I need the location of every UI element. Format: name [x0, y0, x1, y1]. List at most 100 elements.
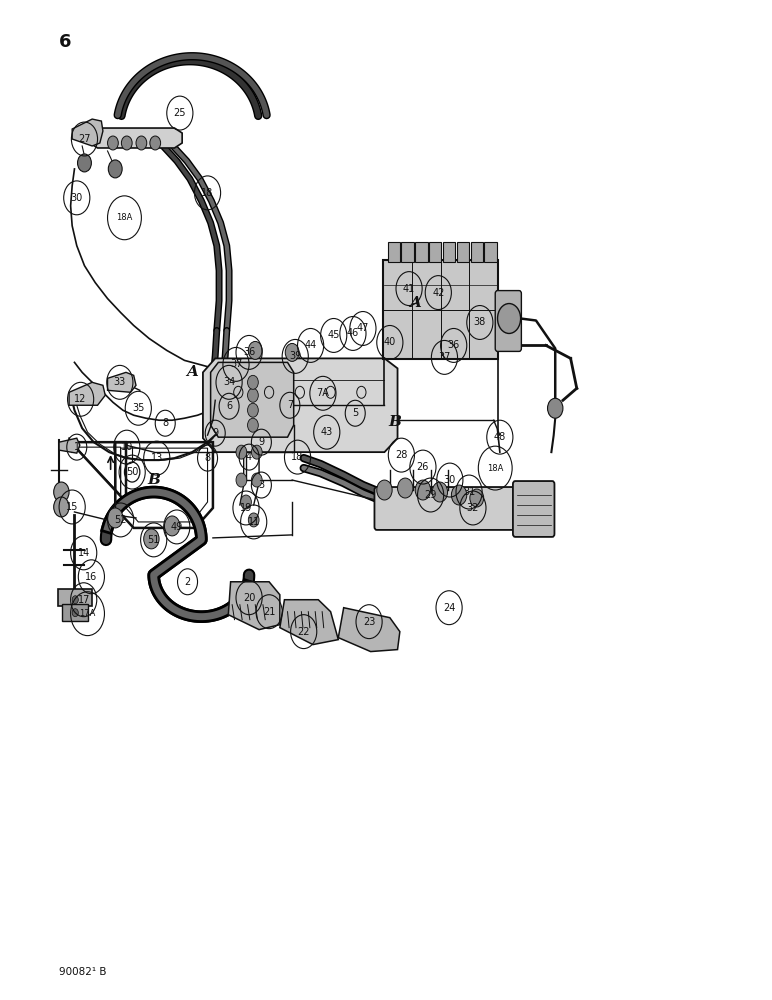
Circle shape: [470, 489, 484, 507]
Text: 33: 33: [113, 377, 126, 387]
Text: 6: 6: [59, 33, 72, 51]
Text: 38: 38: [474, 317, 486, 327]
Text: 31: 31: [463, 487, 476, 497]
Text: 2: 2: [185, 577, 191, 587]
Polygon shape: [203, 358, 398, 452]
Polygon shape: [229, 582, 279, 630]
Text: 37: 37: [230, 359, 242, 369]
Text: 37: 37: [438, 352, 451, 362]
Text: 26: 26: [417, 462, 429, 472]
Polygon shape: [59, 438, 80, 453]
Text: 15: 15: [66, 502, 78, 512]
Polygon shape: [338, 608, 400, 652]
Text: 90082¹ B: 90082¹ B: [59, 967, 107, 977]
Circle shape: [108, 160, 122, 178]
Circle shape: [121, 136, 132, 150]
FancyBboxPatch shape: [383, 260, 498, 359]
Text: 49: 49: [171, 522, 183, 532]
Text: 1: 1: [73, 442, 80, 452]
Text: 12: 12: [74, 394, 86, 404]
FancyBboxPatch shape: [443, 242, 455, 262]
Text: 17: 17: [77, 595, 90, 605]
Text: 9: 9: [212, 428, 218, 438]
FancyBboxPatch shape: [59, 589, 92, 606]
Circle shape: [285, 343, 299, 361]
Text: 36: 36: [243, 347, 256, 357]
Text: 52: 52: [114, 515, 127, 525]
Text: 16: 16: [85, 572, 97, 582]
Text: B: B: [389, 415, 401, 429]
Text: 22: 22: [297, 627, 310, 637]
Circle shape: [252, 473, 262, 487]
Text: 20: 20: [243, 593, 256, 603]
Circle shape: [77, 154, 91, 172]
Circle shape: [150, 136, 161, 150]
FancyBboxPatch shape: [429, 242, 442, 262]
Polygon shape: [107, 372, 136, 392]
Text: 9: 9: [259, 437, 265, 447]
Text: 45: 45: [327, 330, 340, 340]
Text: 23: 23: [363, 617, 375, 627]
Text: 27: 27: [78, 134, 91, 144]
Text: 11: 11: [248, 517, 260, 527]
Text: 42: 42: [432, 288, 445, 298]
Circle shape: [248, 418, 259, 432]
Circle shape: [54, 482, 69, 502]
Circle shape: [107, 508, 123, 528]
Circle shape: [144, 529, 159, 549]
Text: 6: 6: [226, 401, 232, 411]
Text: 44: 44: [304, 340, 317, 350]
Text: 39: 39: [289, 351, 301, 361]
Circle shape: [398, 478, 413, 498]
FancyBboxPatch shape: [457, 242, 469, 262]
Text: 41: 41: [403, 284, 415, 294]
Circle shape: [107, 136, 118, 150]
Circle shape: [54, 497, 69, 517]
Circle shape: [432, 482, 448, 502]
Circle shape: [249, 513, 259, 527]
Text: 36: 36: [448, 340, 460, 350]
FancyBboxPatch shape: [513, 481, 554, 537]
Text: A: A: [409, 296, 422, 310]
Text: 4: 4: [246, 452, 252, 462]
Circle shape: [136, 136, 147, 150]
Circle shape: [236, 473, 247, 487]
Text: 50: 50: [126, 467, 138, 477]
Circle shape: [164, 516, 180, 536]
Text: 21: 21: [263, 607, 276, 617]
Circle shape: [241, 495, 252, 509]
Text: 18: 18: [201, 188, 214, 198]
Circle shape: [72, 596, 78, 604]
Circle shape: [547, 398, 563, 418]
Text: 48: 48: [494, 432, 506, 442]
Text: 24: 24: [443, 603, 455, 613]
FancyBboxPatch shape: [63, 604, 88, 621]
FancyBboxPatch shape: [471, 242, 483, 262]
Text: 40: 40: [384, 337, 396, 347]
FancyBboxPatch shape: [495, 291, 521, 351]
FancyBboxPatch shape: [401, 242, 414, 262]
Circle shape: [377, 480, 392, 500]
Text: 18A: 18A: [117, 213, 133, 222]
Circle shape: [72, 609, 78, 617]
Circle shape: [415, 480, 431, 500]
Polygon shape: [72, 119, 103, 146]
Circle shape: [252, 445, 262, 459]
Text: 13: 13: [151, 453, 163, 463]
Polygon shape: [90, 128, 182, 148]
Text: B: B: [147, 473, 160, 487]
Text: 7: 7: [286, 400, 293, 410]
Text: 8: 8: [205, 453, 211, 463]
Circle shape: [249, 341, 262, 359]
Text: 43: 43: [320, 427, 333, 437]
Text: 3: 3: [259, 480, 265, 490]
Text: 18: 18: [291, 452, 303, 462]
Text: 35: 35: [132, 403, 144, 413]
Text: 46: 46: [347, 328, 359, 338]
FancyBboxPatch shape: [415, 242, 428, 262]
Circle shape: [248, 375, 259, 389]
Text: 47: 47: [357, 323, 369, 333]
Text: 14: 14: [77, 548, 90, 558]
FancyBboxPatch shape: [388, 242, 400, 262]
Polygon shape: [211, 362, 293, 437]
